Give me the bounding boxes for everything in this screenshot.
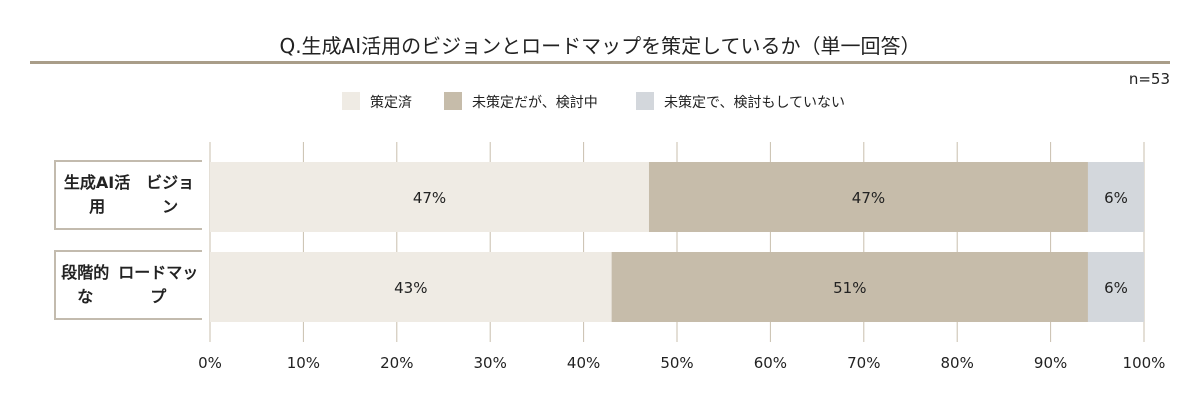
category-label: 段階的な ロードマップ <box>54 250 202 320</box>
chart-title: Q.生成AI活用のビジョンとロードマップを策定しているか（単一回答） <box>279 34 921 58</box>
category-label: 生成AI活用 ビジョン <box>54 160 202 230</box>
x-tick-label: 80% <box>941 354 974 372</box>
x-tick-label: 60% <box>754 354 787 372</box>
x-tick-label: 50% <box>660 354 693 372</box>
bar-segment <box>611 252 1088 322</box>
data-label: 47% <box>413 189 446 207</box>
category-label-line: ビジョン <box>146 173 195 216</box>
x-tick-label: 100% <box>1123 354 1166 372</box>
bar-segment <box>1087 252 1144 322</box>
x-tick-label: 0% <box>198 354 222 372</box>
category-label-line: 生成AI活用 <box>63 173 131 216</box>
bar-segment <box>210 252 612 322</box>
x-tick-label: 90% <box>1034 354 1067 372</box>
data-label: 47% <box>852 189 885 207</box>
bar-segment <box>210 162 649 232</box>
bar-segment <box>648 162 1088 232</box>
legend-label: 策定済 <box>370 94 412 111</box>
legend-label: 未策定で、検討もしていない <box>664 94 845 111</box>
data-label: 51% <box>833 279 866 297</box>
bar-segment <box>1087 162 1144 232</box>
legend-swatch <box>342 92 360 110</box>
category-label-line: ロードマップ <box>118 263 199 306</box>
data-label: 43% <box>394 279 427 297</box>
data-label: 6% <box>1104 279 1128 297</box>
data-label: 6% <box>1104 189 1128 207</box>
legend-swatch <box>444 92 462 110</box>
x-tick-label: 30% <box>474 354 507 372</box>
legend-swatch <box>636 92 654 110</box>
x-tick-label: 10% <box>287 354 320 372</box>
sample-size: n=53 <box>1128 70 1170 88</box>
x-tick-label: 70% <box>847 354 880 372</box>
x-tick-label: 40% <box>567 354 600 372</box>
x-tick-label: 20% <box>380 354 413 372</box>
title-divider <box>30 61 1170 64</box>
legend-label: 未策定だが、検討中 <box>472 94 598 111</box>
category-label-line: 段階的な <box>61 263 110 306</box>
